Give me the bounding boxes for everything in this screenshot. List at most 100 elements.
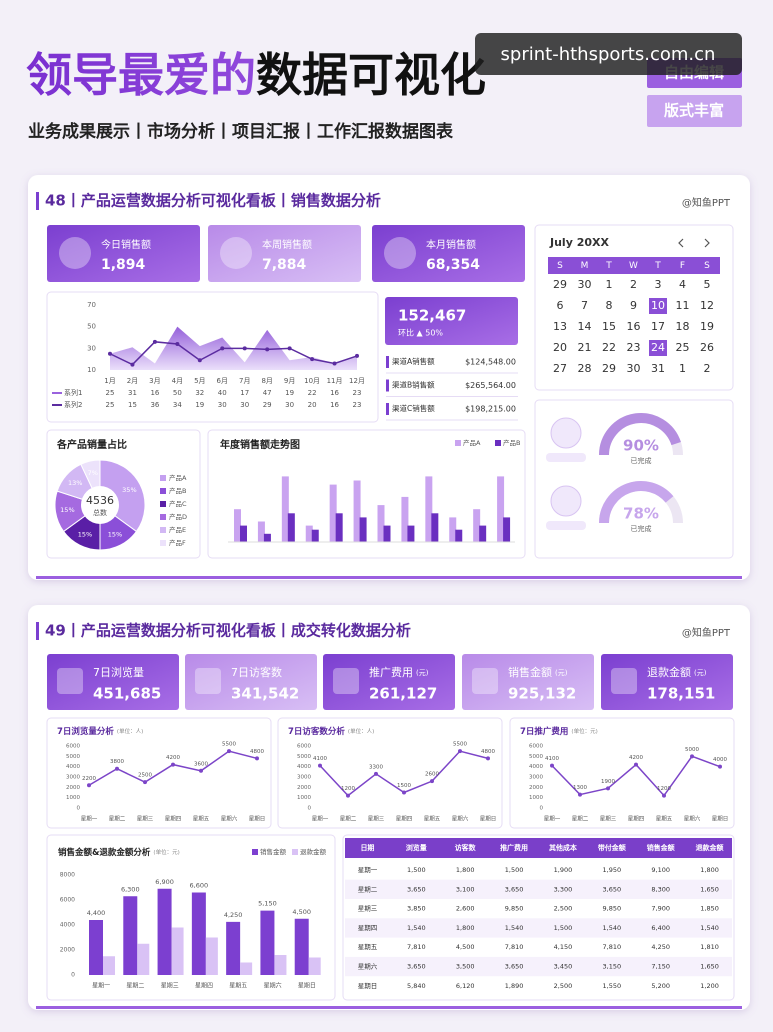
total-label: 总数 (93, 508, 107, 517)
legend-swatch (495, 440, 501, 446)
chart-unit: (单位：元) (153, 848, 179, 856)
table-cell: 7,810 (505, 943, 524, 951)
data-label: 1500 (397, 783, 411, 789)
point (634, 762, 638, 767)
day: 24 (651, 341, 665, 354)
legend-swatch (252, 849, 258, 855)
gauge-arc (599, 481, 674, 524)
point (346, 793, 350, 798)
kpi-icon (472, 668, 498, 694)
table-cell: 1,800 (456, 866, 475, 874)
kpi-label-text: 退款金额 (647, 665, 691, 679)
day-highlight (649, 298, 667, 314)
data-label: 4100 (545, 756, 559, 762)
table-cell: 2,500 (554, 982, 573, 990)
button[interactable] (647, 95, 742, 127)
data-label: 3600 (194, 761, 208, 767)
kpi-label: 推广费用 (元) (369, 665, 429, 679)
table-value: 15 (128, 401, 137, 409)
day: 30 (627, 362, 641, 375)
x-tick-label: 星期六 (264, 982, 282, 990)
kpi-value: 451,685 (93, 685, 161, 703)
calendar-nav (678, 238, 710, 248)
table-cell: 6,120 (456, 982, 475, 990)
table-cell: 2,500 (554, 905, 573, 913)
table-cell: 1,950 (603, 866, 622, 874)
x-tick-label: 星期四 (195, 982, 213, 990)
point (318, 763, 322, 768)
point (130, 362, 135, 367)
chart-title-text: 7日访客数分析 (288, 726, 345, 737)
table-header-cell: 带付金额 (598, 843, 626, 852)
legend-label: 产品A (169, 473, 187, 482)
table-cell: 1,200 (700, 982, 719, 990)
data-label: 2500 (138, 773, 152, 779)
legend-swatch (160, 488, 166, 494)
chart-card (277, 717, 503, 829)
table-value: 34 (173, 401, 182, 409)
weekday-band (548, 257, 720, 274)
point (430, 779, 434, 784)
x-tick-label: 11月 (327, 377, 343, 385)
title-marker (36, 622, 39, 640)
y-tick-label: 2000 (66, 785, 80, 791)
x-tick-label: 星期日 (712, 816, 729, 823)
table-cell: 3,650 (505, 963, 524, 971)
bar (305, 525, 313, 542)
x-tick-label: 9月 (284, 377, 295, 385)
table-value: 50 (173, 389, 182, 397)
table-cell: 8,300 (651, 885, 670, 893)
day: 3 (655, 278, 662, 291)
x-tick-label: 星期二 (109, 816, 126, 823)
table-cell: 1,800 (456, 924, 475, 932)
table-header-cell: 浏览量 (406, 843, 427, 852)
day: 6 (557, 299, 564, 312)
chart-card (509, 717, 735, 829)
kpi-label-text: 推广费用 (369, 665, 413, 679)
table-cell: 3,850 (407, 905, 426, 913)
bar (335, 513, 343, 542)
x-tick-label: 5月 (194, 377, 205, 385)
point (287, 346, 292, 351)
day: 22 (602, 341, 616, 354)
data-label: 6,900 (155, 878, 174, 886)
x-tick-label: 星期六 (684, 815, 701, 823)
chart-title: 7日浏览量分析 (单位：人) (57, 726, 143, 737)
row-band (345, 956, 732, 977)
bar (191, 892, 206, 975)
chart-title: 7日访客数分析 (单位：人) (288, 726, 374, 737)
subtitle: 业务成果展示丨市场分析丨项目汇报丨工作汇报数据图表 (28, 121, 454, 142)
table-cell: 1,650 (700, 963, 719, 971)
point (87, 783, 91, 788)
table-cell: 1,540 (603, 924, 622, 932)
gauge-value: 78% (623, 505, 659, 523)
bar (503, 517, 511, 542)
x-tick-label: 星期一 (92, 982, 110, 990)
day: 25 (676, 341, 690, 354)
channel-value: $265,564.00 (465, 381, 516, 390)
table-cell: 3,650 (407, 885, 426, 893)
kpi-card (208, 225, 361, 282)
y-tick-label: 30 (87, 344, 96, 352)
gauge-value: 90% (623, 437, 659, 455)
table-value: 47 (263, 389, 272, 397)
area (110, 326, 357, 370)
data-label: 6,300 (121, 885, 140, 893)
table-cell: 2,600 (456, 905, 475, 913)
data-label: 5000 (685, 747, 699, 753)
bar (473, 509, 481, 542)
point (171, 762, 175, 767)
day: 26 (700, 341, 714, 354)
bar (240, 962, 253, 975)
data-label: 4200 (629, 755, 643, 761)
data-label: 15% (60, 506, 74, 514)
y-tick-label: 6000 (529, 744, 543, 750)
day-highlight (649, 340, 667, 356)
chart-title-text: 销售金额&退款金额分析 (58, 847, 151, 858)
legend-label: 产品D (169, 512, 187, 521)
point (255, 756, 259, 761)
y-tick-label: 3000 (66, 775, 80, 781)
day: 8 (606, 299, 613, 312)
table-header-cell: 日期 (360, 843, 374, 852)
avatar-tag (546, 453, 586, 462)
